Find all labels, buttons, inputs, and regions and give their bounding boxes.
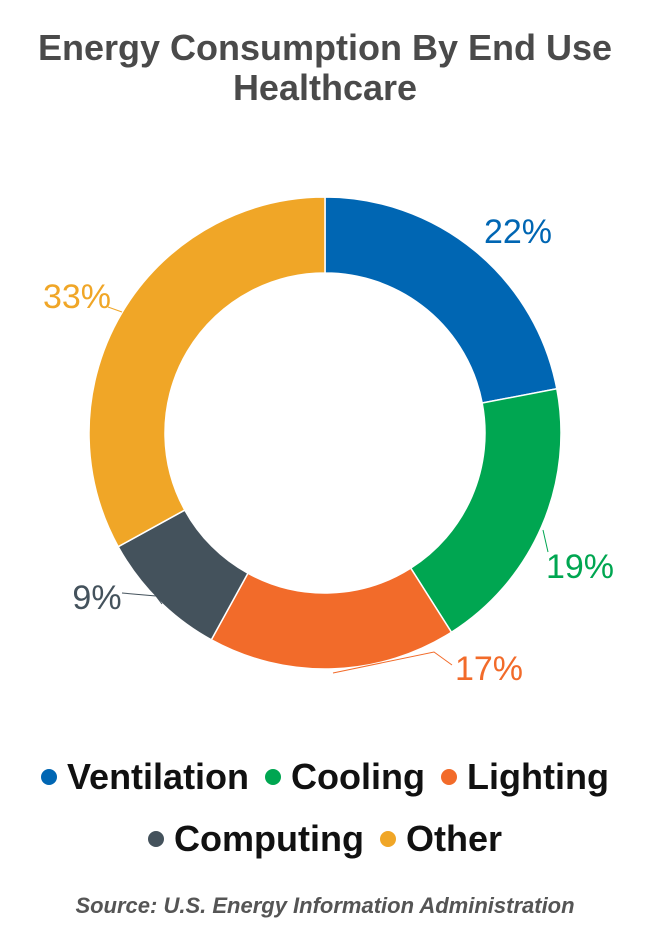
legend-swatch-ventilation bbox=[41, 769, 58, 785]
slice-ventilation bbox=[324, 196, 558, 404]
legend-item-other: Other bbox=[379, 818, 502, 860]
chart-title-line-1: Energy Consumption By End Use bbox=[37, 27, 613, 68]
legend-label-ventilation: Ventilation bbox=[67, 756, 250, 797]
donut-chart: 22% 19% 17% 9% 33% bbox=[43, 196, 614, 688]
slice-lighting bbox=[210, 567, 453, 670]
legend-swatch-lighting bbox=[441, 769, 458, 785]
chart-title: Energy Consumption By End Use Healthcare bbox=[0, 28, 650, 108]
legend-label-computing: Computing bbox=[174, 818, 364, 859]
legend-swatch-other bbox=[379, 831, 396, 847]
legend-swatch-computing bbox=[148, 831, 165, 847]
source-note: Source: U.S. Energy Information Administ… bbox=[75, 893, 575, 918]
legend-label-lighting: Lighting bbox=[467, 756, 609, 797]
data-label-other: 33% bbox=[43, 278, 111, 316]
leader-line-ventilation bbox=[469, 257, 479, 269]
leader-line-other bbox=[107, 306, 123, 313]
legend-item-cooling: Cooling bbox=[265, 756, 425, 798]
legend-item-lighting: Lighting bbox=[441, 756, 609, 798]
legend-label-other: Other bbox=[405, 818, 502, 859]
slice-cooling bbox=[409, 387, 562, 634]
leader-line-computing bbox=[121, 592, 163, 605]
legend-item-computing: Computing bbox=[148, 818, 364, 860]
legend-swatch-cooling bbox=[265, 769, 282, 785]
legend-row-2: Computing Other bbox=[0, 818, 650, 860]
data-label-cooling: 19% bbox=[546, 548, 614, 586]
legend-item-ventilation: Ventilation bbox=[41, 756, 249, 798]
data-label-computing: 9% bbox=[72, 579, 121, 617]
legend-row-1: Ventilation Cooling Lighting bbox=[0, 756, 650, 798]
slice-other bbox=[88, 196, 326, 548]
data-label-ventilation: 22% bbox=[484, 213, 552, 251]
legend-label-cooling: Cooling bbox=[291, 756, 426, 797]
data-label-lighting: 17% bbox=[455, 650, 523, 688]
chart-title-line-2: Healthcare bbox=[232, 67, 418, 108]
leader-line-cooling bbox=[542, 529, 549, 553]
leader-line-lighting bbox=[332, 651, 453, 674]
